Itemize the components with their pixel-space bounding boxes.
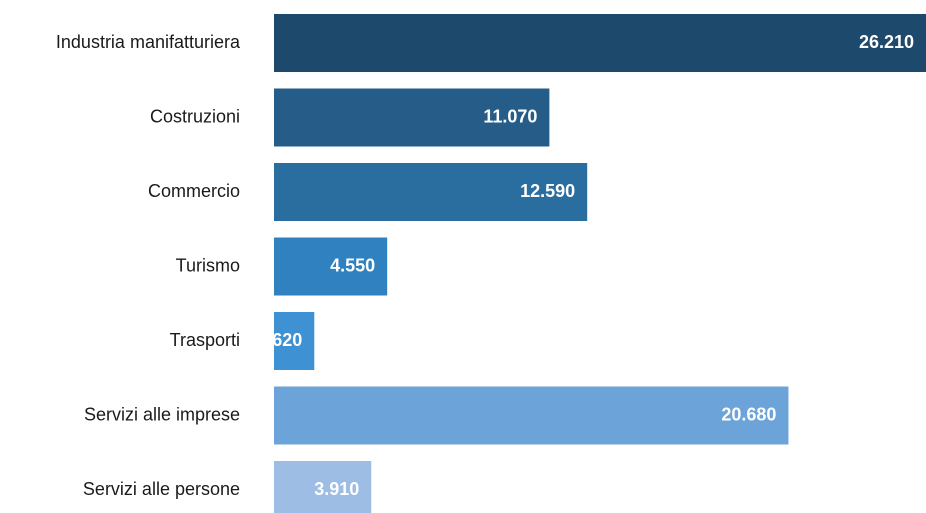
category-label-2: Costruzioni [150, 106, 240, 126]
value-label-1: 26.210 [859, 32, 914, 52]
value-label-5: 1.620 [257, 330, 302, 350]
bar-1 [274, 14, 926, 72]
bar-7 [274, 461, 372, 513]
category-label-6: Servizi alle imprese [84, 404, 240, 424]
value-label-7: 3.910 [314, 479, 359, 499]
bar-3 [274, 163, 588, 221]
category-label-4: Turismo [176, 255, 240, 275]
bar-5 [274, 312, 315, 370]
category-label-5: Trasporti [170, 330, 240, 350]
category-label-3: Commercio [148, 181, 240, 201]
value-label-3: 12.590 [520, 181, 575, 201]
bar-4 [274, 237, 388, 296]
bars-group: Industria manifatturiera 26.210 Costruzion… [56, 14, 926, 513]
value-label-6: 20.680 [721, 404, 776, 424]
category-label-7: Servizi alle persone [83, 479, 240, 499]
bar-6 [274, 386, 789, 445]
value-label-2: 11.070 [483, 106, 537, 126]
category-label-1: Industria manifatturiera [56, 32, 241, 52]
value-label-4: 4.550 [330, 255, 375, 275]
bar-2 [274, 88, 550, 147]
